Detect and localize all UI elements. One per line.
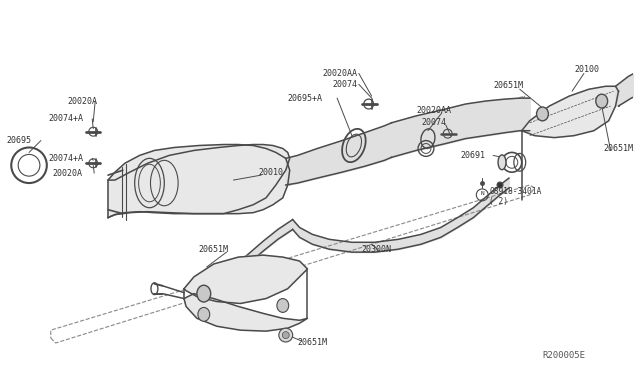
Text: 20010: 20010 (258, 168, 283, 177)
Text: 20300N: 20300N (362, 245, 392, 254)
Text: 20695+A: 20695+A (288, 94, 323, 103)
Ellipse shape (277, 299, 289, 312)
Ellipse shape (498, 155, 506, 170)
Text: 20020A: 20020A (52, 169, 83, 178)
Text: 20020A: 20020A (68, 97, 97, 106)
Polygon shape (184, 255, 307, 331)
Text: 08918-3401A: 08918-3401A (489, 187, 541, 196)
Text: 20100: 20100 (574, 65, 599, 74)
Text: 20074+A: 20074+A (49, 114, 84, 124)
Ellipse shape (197, 285, 211, 302)
Text: 20074: 20074 (332, 80, 357, 89)
Text: 20020AA: 20020AA (323, 69, 357, 78)
Circle shape (279, 328, 292, 342)
Text: 20074+A: 20074+A (49, 154, 84, 163)
Text: ( 2): ( 2) (489, 197, 508, 206)
Ellipse shape (596, 94, 607, 108)
Text: 20074: 20074 (421, 118, 446, 127)
Text: 20020AA: 20020AA (416, 106, 451, 115)
Text: N: N (481, 192, 484, 196)
Text: 20651M: 20651M (604, 144, 634, 153)
Text: 20651M: 20651M (298, 339, 328, 347)
Polygon shape (522, 86, 618, 138)
Circle shape (497, 182, 503, 188)
Text: 20651M: 20651M (199, 245, 229, 254)
Circle shape (282, 332, 289, 339)
Ellipse shape (198, 307, 210, 321)
Text: 20695: 20695 (6, 136, 31, 145)
Ellipse shape (536, 107, 548, 121)
Text: R200005E: R200005E (543, 351, 586, 360)
Polygon shape (108, 145, 290, 218)
Text: 20651M: 20651M (493, 81, 523, 90)
Text: 20691: 20691 (461, 151, 486, 160)
